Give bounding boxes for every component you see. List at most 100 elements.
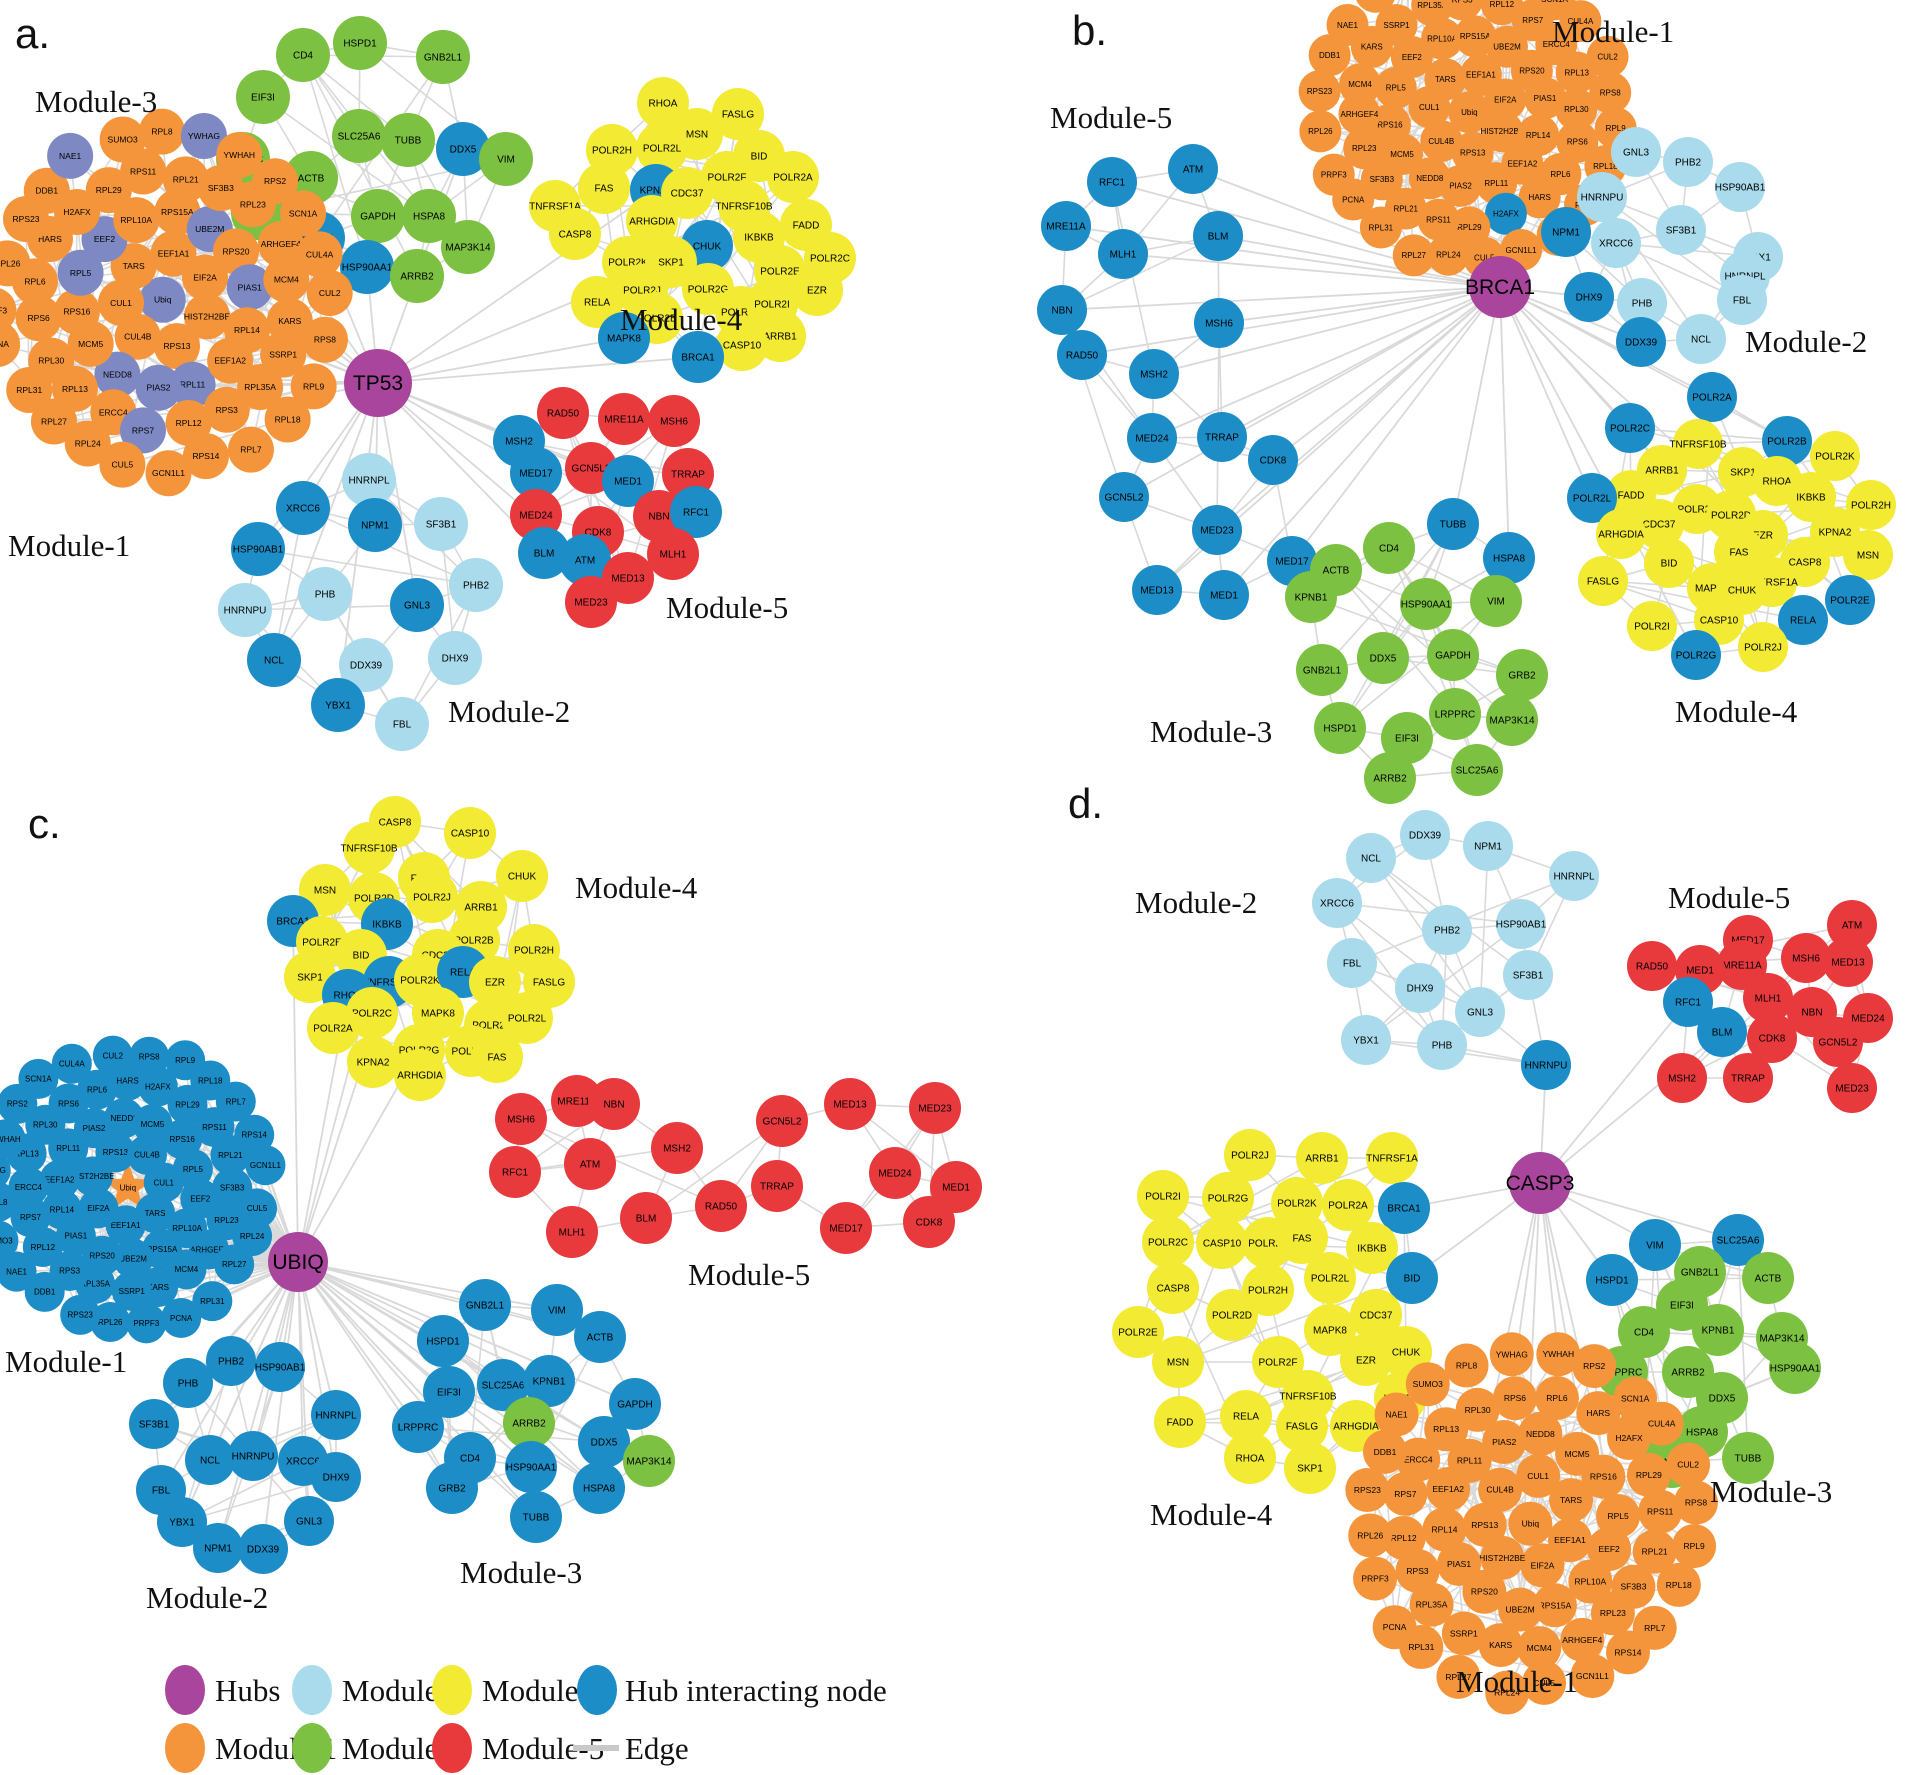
node-med1[interactable] — [1199, 570, 1249, 620]
node-polr2i[interactable] — [1627, 601, 1677, 651]
node-polr2e[interactable] — [1825, 575, 1875, 625]
node-mlh1[interactable] — [546, 1206, 598, 1258]
node-rps7[interactable] — [10, 1197, 51, 1238]
node-tars[interactable] — [110, 243, 157, 290]
node-eef1a1[interactable] — [150, 230, 197, 277]
node-blm[interactable] — [1697, 1007, 1747, 1057]
node-polr2l[interactable] — [1304, 1252, 1356, 1304]
node-sumo3[interactable] — [1354, 0, 1396, 13]
node-msh6[interactable] — [1194, 298, 1244, 348]
node-vim[interactable] — [479, 132, 533, 186]
node-atm[interactable] — [1827, 900, 1877, 950]
node-polr2f[interactable] — [1252, 1336, 1304, 1388]
node-rpl9[interactable] — [290, 363, 337, 410]
node-rps8[interactable] — [301, 316, 348, 363]
node-rps3[interactable] — [1441, 0, 1484, 21]
node-actb[interactable] — [1742, 1252, 1794, 1304]
node-med17[interactable] — [820, 1202, 872, 1254]
node-hist2h2be[interactable] — [1480, 1535, 1525, 1580]
node-slc25a6[interactable] — [1451, 744, 1503, 796]
node-gcn1l1[interactable] — [145, 450, 192, 497]
node-sf3b1[interactable] — [129, 1399, 179, 1449]
node-rps14[interactable] — [182, 433, 229, 480]
node-eif3i[interactable] — [1381, 712, 1433, 764]
node-cul4a[interactable] — [51, 1043, 92, 1084]
node-hspa8[interactable] — [1483, 532, 1535, 584]
node-rad50[interactable] — [1057, 330, 1107, 380]
node-hist2h2be[interactable] — [184, 293, 231, 340]
node-med1[interactable] — [602, 455, 654, 507]
node-hspa8[interactable] — [402, 189, 456, 243]
node-chuk[interactable] — [496, 850, 548, 902]
node-cul5[interactable] — [1522, 1660, 1567, 1705]
node-eif2a[interactable] — [78, 1188, 119, 1229]
node-atm[interactable] — [564, 1138, 616, 1190]
node-nae1[interactable] — [1326, 3, 1369, 46]
node-rpl26[interactable] — [90, 1302, 131, 1343]
node-rpl26[interactable] — [1299, 110, 1342, 153]
node-ddx39[interactable] — [1400, 810, 1450, 860]
node-dhx9[interactable] — [311, 1452, 361, 1502]
node-pias2[interactable] — [1482, 1420, 1527, 1465]
node-vim[interactable] — [531, 1284, 583, 1336]
node-rpl23[interactable] — [1590, 1591, 1635, 1636]
node-ybx1[interactable] — [157, 1497, 207, 1547]
node-hnrnpl[interactable] — [311, 1390, 361, 1440]
node-eef1a2[interactable] — [1426, 1467, 1471, 1512]
node-rpl10a[interactable] — [1421, 17, 1464, 60]
node-phb[interactable] — [1617, 278, 1667, 328]
node-rpl27[interactable] — [1436, 1654, 1481, 1699]
node-kpnb1[interactable] — [523, 1355, 575, 1407]
node-rfc1[interactable] — [1087, 157, 1137, 207]
node-eif2a[interactable] — [182, 254, 229, 301]
node-rpl35a[interactable] — [1409, 1582, 1454, 1627]
node-rps13[interactable] — [1462, 1502, 1507, 1547]
node-ywhah[interactable] — [1536, 1332, 1581, 1377]
node-rhoa[interactable] — [1224, 1432, 1276, 1484]
node-gapdh[interactable] — [609, 1378, 661, 1430]
node-rpl8[interactable] — [0, 1182, 18, 1222]
node-ddb1[interactable] — [1362, 1429, 1407, 1474]
hub-ubiq[interactable] — [268, 1232, 328, 1292]
node-ddx39[interactable] — [1616, 317, 1666, 367]
node-phb2[interactable] — [1663, 137, 1713, 187]
node-polr2c[interactable] — [1605, 403, 1655, 453]
node-fas[interactable] — [471, 1031, 523, 1083]
node-casp10[interactable] — [1196, 1217, 1248, 1269]
node-polr2j[interactable] — [1738, 622, 1788, 672]
node-gcn1l1[interactable] — [1570, 1654, 1615, 1699]
node-vim[interactable] — [1629, 1219, 1681, 1271]
node-rps14[interactable] — [1606, 1630, 1651, 1675]
node-prpf3[interactable] — [1312, 153, 1355, 196]
node-tnfrsf10b[interactable] — [343, 822, 395, 874]
node-cd4[interactable] — [1363, 522, 1415, 574]
node-lrpprc[interactable] — [392, 1401, 444, 1453]
node-msh2[interactable] — [651, 1122, 703, 1174]
node-rpl24[interactable] — [1485, 1670, 1530, 1715]
node-nbn[interactable] — [588, 1078, 640, 1130]
node-rpl9[interactable] — [1672, 1524, 1717, 1569]
hub-tp53[interactable] — [344, 349, 412, 417]
node-brca1[interactable] — [1378, 1182, 1430, 1234]
node-rpl5[interactable] — [1374, 66, 1417, 109]
node-faslg[interactable] — [712, 88, 764, 140]
node-polr2j[interactable] — [406, 871, 458, 923]
node-ssrp1[interactable] — [260, 331, 307, 378]
node-ube2m[interactable] — [113, 1238, 154, 1279]
node-casp10[interactable] — [716, 319, 768, 371]
node-tubb[interactable] — [381, 113, 435, 167]
node-map3k14[interactable] — [623, 1435, 675, 1487]
node-pias1[interactable] — [1437, 1541, 1482, 1586]
node-rpl26[interactable] — [0, 240, 31, 287]
node-polr2c[interactable] — [1142, 1216, 1194, 1268]
node-rpl12[interactable] — [1381, 1515, 1426, 1560]
node-polr2e[interactable] — [1112, 1306, 1164, 1358]
node-rps11[interactable] — [1638, 1489, 1683, 1534]
node-hsp90ab1[interactable] — [255, 1342, 305, 1392]
node-rpl27[interactable] — [1392, 234, 1435, 277]
node-rfc1[interactable] — [670, 486, 722, 538]
node-eef1a2[interactable] — [39, 1159, 80, 1200]
node-phb2[interactable] — [449, 558, 503, 612]
node-hspa8[interactable] — [573, 1462, 625, 1514]
node-arhgdia[interactable] — [394, 1049, 446, 1101]
